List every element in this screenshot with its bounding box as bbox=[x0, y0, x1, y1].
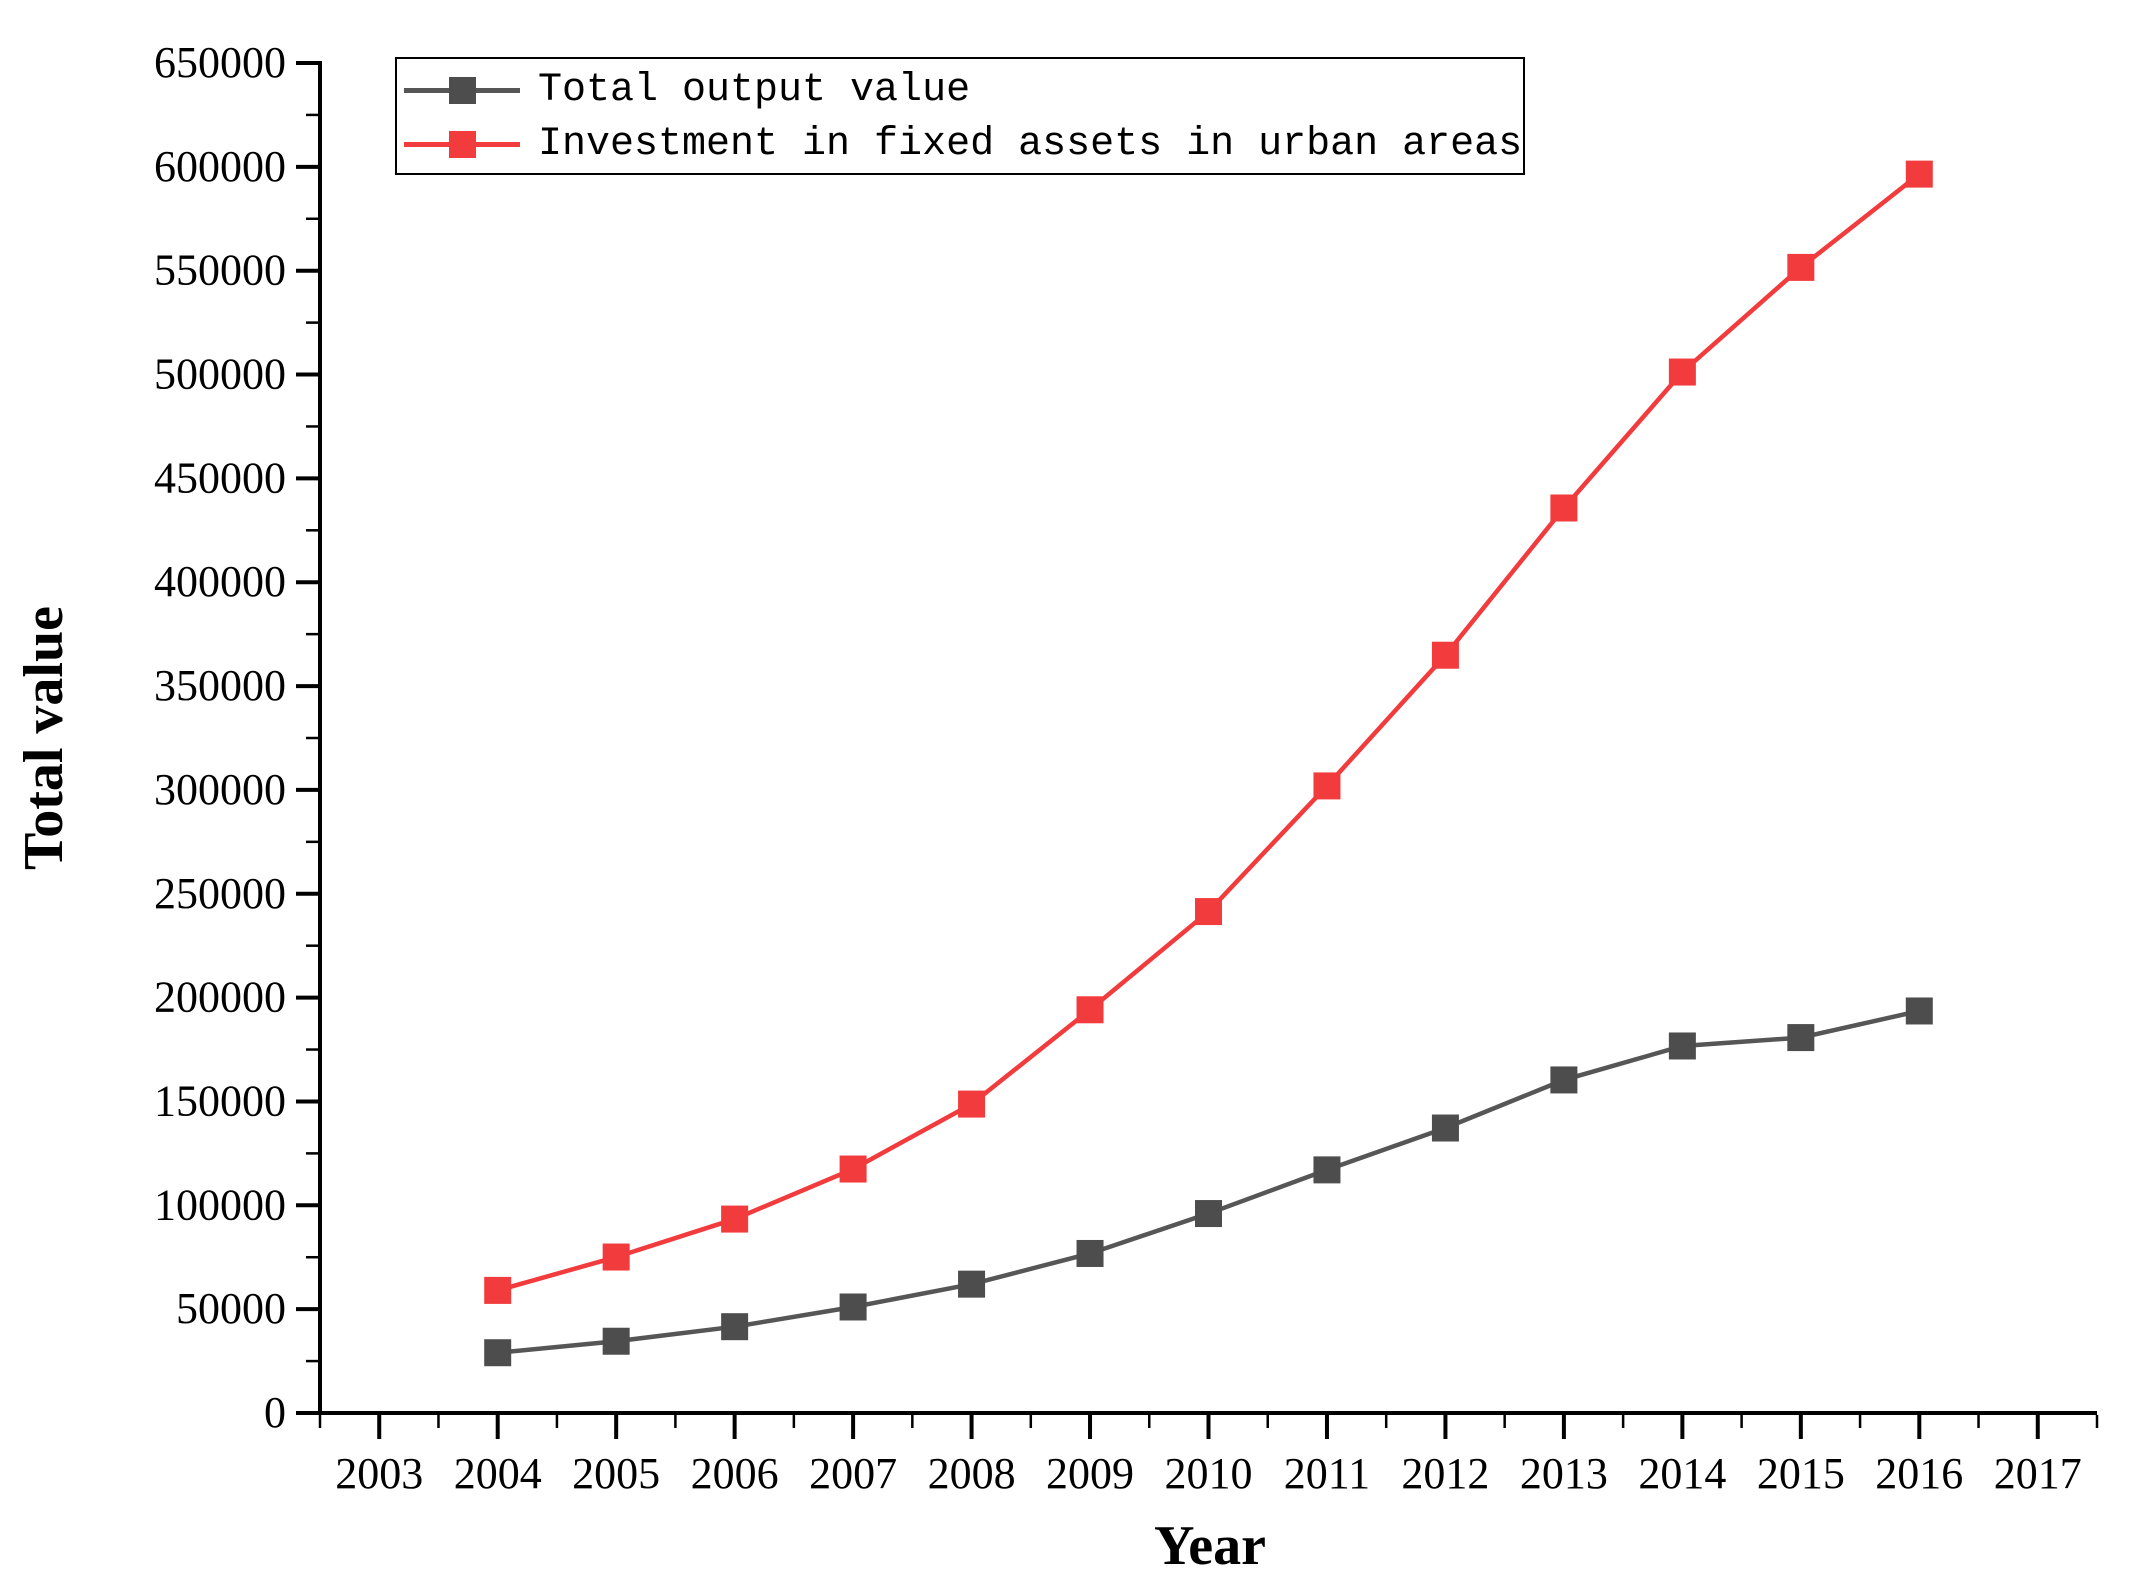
data-point-marker bbox=[839, 1293, 867, 1321]
x-tick-label: 2007 bbox=[809, 1449, 897, 1498]
data-point-marker bbox=[721, 1205, 749, 1233]
legend: Total output value Investment in fixed a… bbox=[395, 57, 1525, 175]
data-point-marker bbox=[1195, 898, 1222, 926]
legend-item: Total output value bbox=[404, 64, 1523, 118]
y-tick-label: 200000 bbox=[154, 973, 286, 1022]
y-tick-label: 50000 bbox=[176, 1284, 286, 1333]
x-axis-title: Year bbox=[1154, 1515, 1266, 1577]
x-tick-label: 2006 bbox=[691, 1449, 779, 1498]
y-tick-label: 350000 bbox=[154, 661, 286, 710]
data-point-marker bbox=[1550, 494, 1578, 522]
y-tick-label: 600000 bbox=[154, 142, 286, 191]
y-tick-label: 100000 bbox=[154, 1180, 286, 1229]
series-line-investment-in-fixed-assets-in-urban-areas bbox=[497, 172, 1921, 1293]
y-tick-label: 550000 bbox=[154, 246, 286, 295]
data-point-marker bbox=[839, 1155, 867, 1183]
x-tick-label: 2004 bbox=[454, 1449, 542, 1498]
data-point-marker bbox=[602, 1243, 630, 1271]
legend-square-marker-icon bbox=[448, 131, 476, 158]
data-point-marker bbox=[484, 1339, 512, 1367]
x-tick-label: 2010 bbox=[1165, 1449, 1253, 1498]
y-tick-label: 650000 bbox=[154, 38, 286, 87]
data-point-marker bbox=[1550, 1066, 1578, 1094]
data-point-marker bbox=[1787, 1024, 1815, 1052]
data-point-marker bbox=[1195, 1200, 1222, 1228]
x-tick-label: 2017 bbox=[1994, 1449, 2082, 1498]
y-tick-label: 0 bbox=[264, 1388, 286, 1437]
y-tick-label: 250000 bbox=[154, 869, 286, 918]
data-point-marker bbox=[1668, 1032, 1696, 1060]
data-point-marker bbox=[1313, 1156, 1341, 1184]
legend-marker-investment bbox=[404, 131, 520, 159]
legend-label: Total output value bbox=[538, 67, 971, 113]
data-point-marker bbox=[958, 1090, 986, 1118]
x-tick-label: 2009 bbox=[1046, 1449, 1134, 1498]
data-point-marker bbox=[1905, 997, 1933, 1025]
y-tick-label: 400000 bbox=[154, 557, 286, 606]
data-point-marker bbox=[1313, 772, 1341, 800]
data-point-marker bbox=[1431, 1114, 1459, 1142]
data-point-marker bbox=[1668, 358, 1696, 386]
x-tick-label: 2005 bbox=[572, 1449, 660, 1498]
data-point-marker bbox=[1076, 1239, 1104, 1267]
data-point-marker bbox=[1431, 641, 1459, 669]
data-point-marker bbox=[721, 1313, 749, 1341]
x-tick-label: 2016 bbox=[1875, 1449, 1963, 1498]
legend-square-marker-icon bbox=[448, 77, 476, 104]
x-tick-label: 2011 bbox=[1284, 1449, 1370, 1498]
x-tick-label: 2003 bbox=[335, 1449, 423, 1498]
x-tick-label: 2015 bbox=[1757, 1449, 1845, 1498]
x-tick-label: 2008 bbox=[928, 1449, 1016, 1498]
legend-marker-total-output-value bbox=[404, 77, 520, 105]
data-point-marker bbox=[1787, 253, 1815, 281]
y-tick-label: 500000 bbox=[154, 350, 286, 399]
x-tick-label: 2013 bbox=[1520, 1449, 1608, 1498]
data-point-marker bbox=[602, 1327, 630, 1355]
data-point-marker bbox=[484, 1276, 512, 1304]
data-point-marker bbox=[958, 1270, 986, 1298]
y-tick-label: 150000 bbox=[154, 1076, 286, 1125]
data-point-marker bbox=[1076, 996, 1104, 1024]
data-point-marker bbox=[1905, 160, 1933, 188]
legend-label: Investment in fixed assets in urban area… bbox=[538, 121, 1523, 167]
x-tick-label: 2012 bbox=[1401, 1449, 1489, 1498]
y-tick-label: 300000 bbox=[154, 765, 286, 814]
x-tick-label: 2014 bbox=[1638, 1449, 1726, 1498]
legend-item: Investment in fixed assets in urban area… bbox=[404, 118, 1523, 172]
series-line-total-output-value bbox=[497, 1008, 1920, 1355]
y-tick-label: 450000 bbox=[154, 453, 286, 502]
y-axis-title: Total value bbox=[13, 606, 75, 870]
